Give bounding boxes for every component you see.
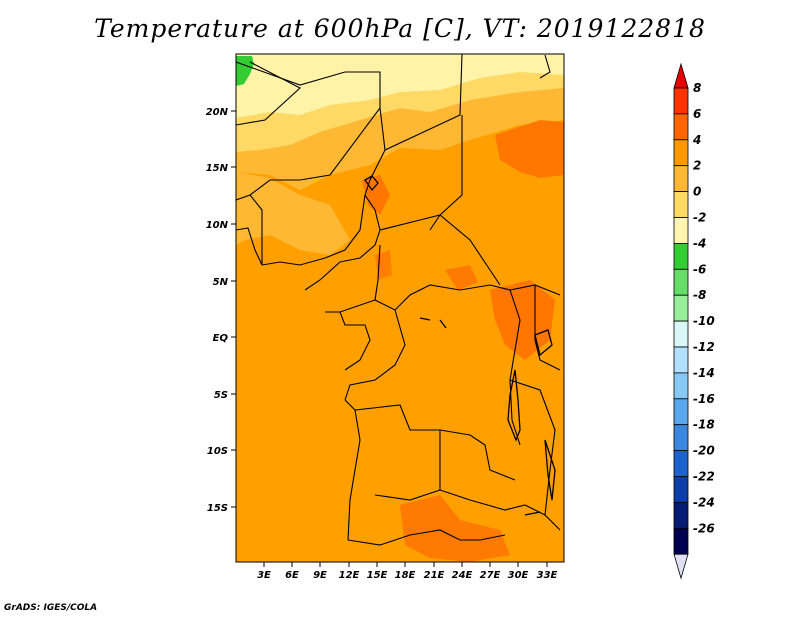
colorbar-swatch (673, 346, 689, 374)
lat-label: EQ (213, 333, 229, 344)
lon-label: 6E (285, 570, 299, 581)
colorbar-label: -18 (693, 418, 715, 432)
colorbar-label: -26 (693, 521, 715, 535)
lat-label: 5N (213, 277, 229, 288)
lat-label: 20N (206, 107, 229, 118)
colorbar-swatch (673, 527, 689, 555)
map-title: Temperature at 600hPa [C], VT: 201912281… (94, 14, 706, 43)
lon-label: 30E (508, 570, 529, 581)
colorbar-swatch (673, 424, 689, 452)
lat-label: 10N (206, 220, 229, 231)
colorbar-label: 6 (693, 107, 701, 121)
colorbar-swatch (673, 476, 689, 503)
lon-label: 18E (395, 570, 416, 581)
lon-label: 24E (452, 570, 473, 581)
colorbar-swatch (673, 372, 689, 400)
lon-label: 33E (537, 570, 558, 581)
lon-label: 9E (313, 570, 327, 581)
lakes (364, 175, 556, 516)
map-frame (235, 53, 565, 563)
lat-label: 15N (206, 163, 229, 174)
colorbar-swatch (673, 320, 689, 348)
colorbar-swatch (673, 501, 689, 529)
colorbar-label: -22 (693, 470, 715, 484)
colorbar-swatch (673, 217, 689, 244)
lon-label: 27E (480, 570, 501, 581)
colorbar-label: 2 (693, 159, 701, 173)
colorbar-label: -16 (693, 392, 715, 406)
lat-label: 10S (207, 446, 228, 457)
lon-label: 3E (257, 570, 271, 581)
colorbar-swatch (673, 294, 689, 322)
colorbar-swatch (673, 398, 689, 426)
colorbar-label: -6 (693, 262, 706, 276)
grads-credit: GrADS: IGES/COLA (4, 603, 98, 613)
colorbar-swatch (673, 113, 689, 141)
field-dark-orange-south (400, 495, 510, 562)
colorbar-swatch (673, 268, 689, 296)
colorbar-bottom-arrow (673, 553, 689, 580)
lat-label: 5S (214, 390, 228, 401)
field-light-yellow (236, 54, 564, 118)
colorbar: 8 6 4 2 0 -2 -4 -6 -8 -10 -12 -14 -16 -18 -20 -22 -24 -26 (673, 62, 715, 580)
lon-axis: 3E 6E 9E 12E 15E 18E 21E 24E 27E 30E 33E (257, 562, 558, 581)
temperature-field (236, 54, 564, 562)
colorbar-label: -4 (693, 236, 706, 250)
colorbar-swatch (673, 242, 689, 270)
lon-label: 15E (367, 570, 388, 581)
lat-axis: 20N 15N 10N 5N EQ 5S 10S 15S (206, 107, 236, 514)
colorbar-label: 4 (692, 133, 701, 147)
colorbar-swatch (673, 191, 689, 218)
colorbar-swatch (673, 139, 689, 167)
colorbar-swatch (673, 165, 689, 192)
country-borders (236, 54, 561, 546)
field-dark-orange-ne (495, 120, 564, 178)
colorbar-label: -2 (693, 211, 706, 225)
lon-label: 21E (424, 570, 445, 581)
field-dark-orange-east (490, 280, 555, 360)
lon-label: 12E (339, 570, 360, 581)
field-dark-orange-car (445, 265, 478, 290)
colorbar-label: 8 (693, 81, 701, 95)
colorbar-label: -10 (693, 314, 715, 328)
colorbar-swatch (673, 87, 689, 115)
colorbar-label: -14 (693, 366, 715, 380)
colorbar-label: -20 (693, 444, 715, 458)
colorbar-top-arrow (673, 62, 689, 89)
colorbar-swatch (673, 450, 689, 477)
field-dark-orange-cam (375, 250, 392, 280)
colorbar-label: -24 (693, 495, 715, 509)
colorbar-label: -8 (693, 288, 706, 302)
field-light-orange-west (236, 172, 350, 255)
colorbar-label: 0 (693, 185, 701, 199)
lat-label: 15S (207, 503, 228, 514)
colorbar-label: -12 (693, 340, 715, 354)
